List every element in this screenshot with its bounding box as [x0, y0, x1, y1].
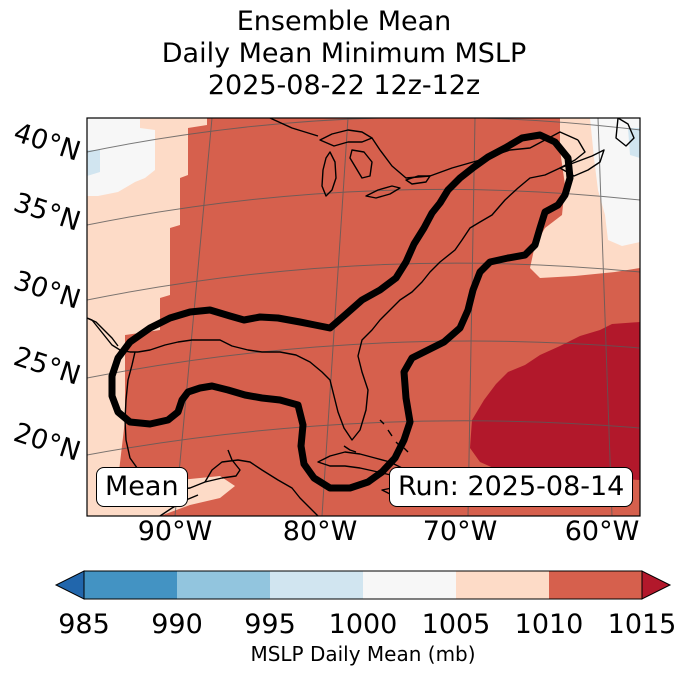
lon-label-60W: 60°W — [565, 516, 640, 547]
lat-label-25N: 25°N — [10, 341, 84, 392]
field-1000-1005-northwest — [87, 118, 155, 196]
map-area — [87, 118, 640, 516]
colorbar-tick-1010: 1010 — [515, 609, 584, 640]
colorbar-tick-990: 990 — [151, 609, 203, 640]
colorbar-tick-985: 985 — [58, 609, 110, 640]
colorbar-extend-high — [641, 570, 672, 600]
run-date-box: Run: 2025-08-14 — [389, 467, 634, 507]
lon-label-80W: 80°W — [283, 516, 358, 547]
great-lakes-michigan — [321, 151, 337, 197]
colorbar: 985 990 995 1000 1005 1010 1015 MSLP Dai… — [54, 570, 677, 666]
colorbar-label: MSLP Daily Mean (mb) — [250, 642, 475, 666]
colorbar-tick-1005: 1005 — [422, 609, 491, 640]
bahamas — [379, 419, 409, 453]
map-frame — [86, 117, 641, 517]
field-above-1015 — [470, 322, 640, 480]
mean-contour — [108, 131, 574, 492]
title-line-1: Ensemble Mean — [236, 6, 452, 37]
field-995-1000-west — [87, 150, 100, 176]
colorbar-extend-low — [54, 570, 85, 600]
yucatan — [204, 459, 319, 516]
title-line-2: Daily Mean Minimum MSLP — [161, 38, 527, 69]
parallel-25N — [87, 340, 640, 379]
colorbar-bin-1005-1010 — [456, 571, 549, 599]
meridian-90W — [174, 118, 213, 516]
field-1005-1010-northwest — [87, 118, 207, 480]
florida-keys — [343, 445, 357, 453]
colorbar-bin-995-1000 — [270, 571, 363, 599]
title-line-3: 2025-08-22 12z-12z — [207, 70, 481, 101]
lon-label-90W: 90°W — [138, 516, 213, 547]
meridian-60W — [597, 118, 613, 516]
colorbar-tick-995: 995 — [244, 609, 296, 640]
colorbar-tick-1015: 1015 — [608, 609, 677, 640]
meridian-80W — [321, 118, 349, 516]
newfoundland — [615, 118, 635, 147]
colorbar-bin-1010-1015 — [549, 571, 642, 599]
mexico-us-border — [87, 317, 119, 347]
colorbar-tick-1000: 1000 — [329, 609, 398, 640]
colorbar-bin-985-990 — [84, 571, 177, 599]
colorbar-bin-1000-1005 — [363, 571, 456, 599]
field-995-1000-east — [628, 128, 640, 158]
lat-label-35N: 35°N — [10, 187, 84, 238]
nova-scotia — [559, 149, 605, 177]
mean-label-box: Mean — [96, 467, 188, 507]
lon-label-70W: 70°W — [423, 516, 498, 547]
lat-label-40N: 40°N — [10, 117, 84, 168]
lat-label-30N: 30°N — [10, 265, 84, 316]
colorbar-bin-990-995 — [177, 571, 270, 599]
parallel-30N — [87, 262, 640, 301]
great-lakes-huron — [349, 149, 373, 179]
lat-label-20N: 20°N — [10, 417, 84, 468]
colorbar-frame — [83, 570, 643, 600]
great-lakes-erie — [365, 185, 401, 199]
meridian-70W — [467, 118, 476, 516]
us-east-coast — [137, 139, 586, 441]
